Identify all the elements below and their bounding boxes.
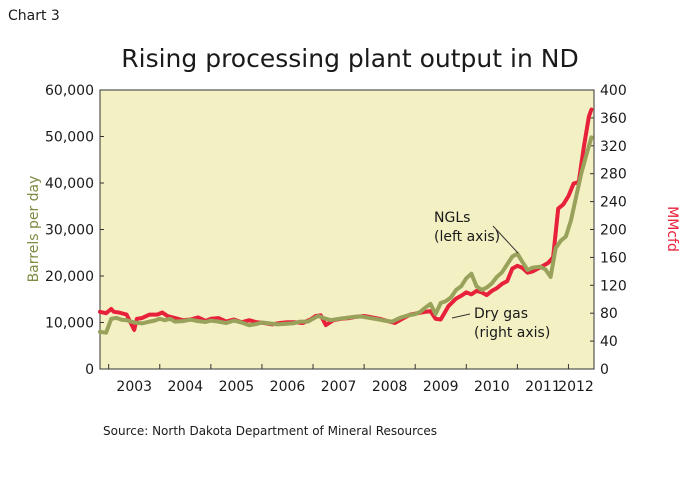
x-tick-label: 2012 xyxy=(558,379,594,395)
y-tick-label: 30,000 xyxy=(45,223,94,239)
y-tick-label: 0 xyxy=(85,362,94,378)
y2-tick-label: 360 xyxy=(600,111,627,127)
x-tick-label: 2009 xyxy=(423,379,459,395)
x-tick-label: 2008 xyxy=(372,379,408,395)
ngl-series-line xyxy=(98,135,594,335)
y2-axis-label: MMcfd xyxy=(664,206,680,252)
y-tick-label: 60,000 xyxy=(45,83,94,99)
x-tick-label: 2007 xyxy=(321,379,357,395)
y-tick-label: 50,000 xyxy=(45,130,94,146)
x-tick-label: 2010 xyxy=(474,379,510,395)
x-tick-label: 2006 xyxy=(270,379,306,395)
y2-tick-label: 40 xyxy=(600,334,618,350)
y-tick-label: 40,000 xyxy=(45,176,94,192)
ngl-annotation-label: NGLs xyxy=(434,210,470,226)
ngl-annotation-sublabel: (left axis) xyxy=(434,229,500,245)
chart-number: Chart 3 xyxy=(8,8,60,24)
y2-tick-label: 400 xyxy=(600,83,627,99)
y-tick-label: 20,000 xyxy=(45,269,94,285)
x-tick-label: 2005 xyxy=(219,379,255,395)
chart-title: Rising processing plant output in ND xyxy=(121,44,579,73)
y2-tick-label: 280 xyxy=(600,167,627,183)
y-tick-label: 10,000 xyxy=(45,316,94,332)
y2-tick-label: 320 xyxy=(600,139,627,155)
x-tick-label: 2003 xyxy=(116,379,152,395)
y-axis-label: Barrels per day xyxy=(26,176,42,283)
gas-annotation-label: Dry gas xyxy=(474,306,528,322)
ngl-annotation-leader xyxy=(492,225,519,254)
x-tick-label: 2004 xyxy=(167,379,203,395)
y2-tick-label: 120 xyxy=(600,278,627,294)
gas-annotation-leader xyxy=(451,313,471,319)
y2-tick-label: 0 xyxy=(600,362,609,378)
y2-tick-label: 80 xyxy=(600,306,618,322)
y2-tick-label: 200 xyxy=(600,223,627,239)
y2-tick-label: 240 xyxy=(600,195,627,211)
x-tick-label: 2011 xyxy=(525,379,561,395)
source-note: Source: North Dakota Department of Miner… xyxy=(103,424,437,438)
y2-tick-label: 160 xyxy=(600,250,627,266)
gas-annotation-sublabel: (right axis) xyxy=(474,325,550,341)
